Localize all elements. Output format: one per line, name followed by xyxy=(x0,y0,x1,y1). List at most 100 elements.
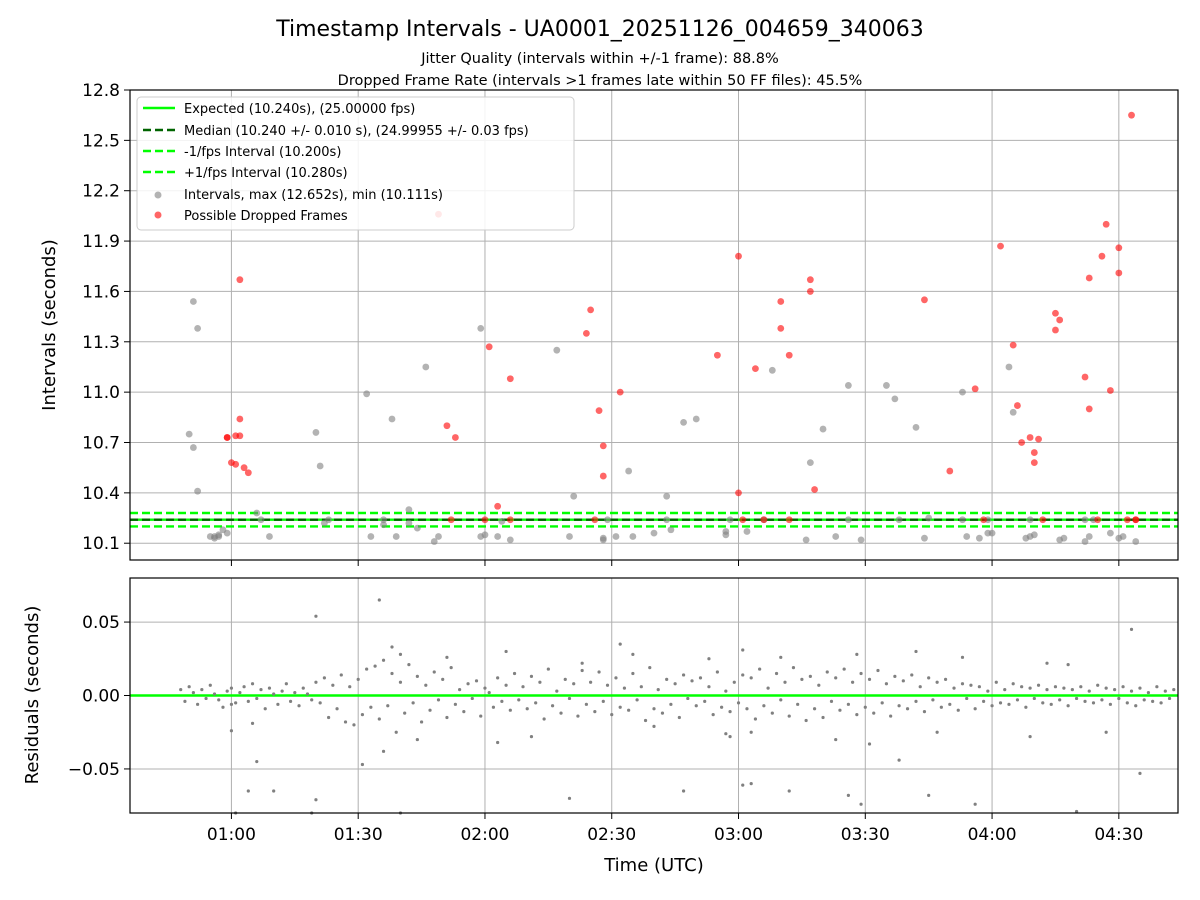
interval-point xyxy=(266,533,273,540)
interval-point xyxy=(477,324,485,332)
residual-point xyxy=(889,714,893,718)
residual-point xyxy=(825,670,829,674)
residual-point xyxy=(1032,696,1036,701)
residual-point xyxy=(529,735,534,739)
residual-point xyxy=(952,686,956,690)
residual-point xyxy=(398,652,403,656)
residual-point xyxy=(407,663,411,667)
residual-point xyxy=(779,655,783,659)
dropped-frame-point xyxy=(785,351,793,359)
residuals-y-axis-label: Residuals (seconds) xyxy=(22,606,43,785)
dropped-frame-point xyxy=(451,434,459,441)
residual-point xyxy=(377,717,381,721)
residual-point xyxy=(901,679,905,683)
residual-point xyxy=(1028,686,1032,690)
interval-point xyxy=(185,430,193,438)
residual-point xyxy=(965,696,969,701)
interval-point xyxy=(692,415,700,423)
residual-point xyxy=(272,692,276,696)
interval-point xyxy=(422,363,430,371)
residual-point xyxy=(914,699,918,703)
residual-point xyxy=(187,685,191,689)
residual-point xyxy=(360,712,365,717)
residual-point xyxy=(927,793,931,797)
residual-point xyxy=(301,686,305,690)
residual-point xyxy=(681,789,686,793)
interval-point xyxy=(1081,516,1089,524)
dropped-frame-point xyxy=(1123,516,1131,524)
residual-point xyxy=(496,740,500,745)
residual-point xyxy=(1159,701,1163,705)
residual-point xyxy=(867,742,872,746)
residual-point xyxy=(212,692,217,696)
interval-point xyxy=(413,524,421,532)
residual-point xyxy=(1058,698,1062,702)
interval-point xyxy=(1060,534,1068,542)
residual-point xyxy=(994,680,998,684)
interval-point xyxy=(553,346,561,354)
residual-point xyxy=(859,802,863,806)
residual-point xyxy=(1003,688,1007,692)
residual-point xyxy=(927,676,931,680)
residual-point xyxy=(517,698,521,702)
residual-point xyxy=(390,671,394,676)
dropped-frame-point xyxy=(232,460,240,468)
x-tick-label: 04:30 xyxy=(1094,825,1143,845)
residual-point xyxy=(1024,705,1028,709)
dropped-frame-point xyxy=(777,298,785,305)
interval-point xyxy=(604,516,611,524)
dropped-frame-point xyxy=(599,442,607,450)
residual-point xyxy=(327,715,331,720)
residual-point xyxy=(297,704,301,708)
residual-point xyxy=(681,673,686,677)
interval-point xyxy=(223,529,231,537)
residual-point xyxy=(225,689,229,693)
interval-point xyxy=(392,533,400,540)
residual-point xyxy=(918,685,922,689)
dropped-frame-point xyxy=(236,415,244,423)
residual-point xyxy=(1066,704,1070,708)
residual-point xyxy=(973,707,977,711)
interval-point xyxy=(430,538,438,545)
residual-point xyxy=(196,702,200,706)
residual-point xyxy=(314,614,318,618)
y-tick-label: 12.2 xyxy=(82,182,120,202)
residual-point xyxy=(555,689,559,693)
residual-point xyxy=(445,715,449,720)
interval-point xyxy=(367,533,375,540)
residual-point xyxy=(905,707,910,711)
dropped-frame-point xyxy=(1081,373,1089,381)
residual-point xyxy=(462,710,466,714)
interval-point xyxy=(921,534,928,542)
residual-point xyxy=(356,677,360,681)
residual-point xyxy=(470,696,474,701)
intervals-reference-lines xyxy=(130,511,1178,528)
residual-point xyxy=(1104,686,1108,690)
residual-point xyxy=(288,699,293,703)
residual-point xyxy=(762,704,766,708)
y-tick-label: 0.05 xyxy=(82,613,120,633)
dropped-frame-point xyxy=(506,516,514,524)
dropped-frame-point xyxy=(752,365,759,373)
residual-point xyxy=(724,689,728,693)
legend-box xyxy=(136,96,575,231)
dropped-frame-point xyxy=(739,516,747,524)
residual-point xyxy=(246,699,250,703)
residual-point xyxy=(660,711,665,715)
dropped-frame-point xyxy=(1128,111,1135,119)
residual-point xyxy=(960,682,965,686)
dropped-frame-point xyxy=(1102,220,1110,228)
residual-point xyxy=(610,712,614,717)
residual-point xyxy=(474,679,479,683)
residual-point xyxy=(276,702,280,706)
residual-point xyxy=(217,698,221,702)
dropped-frame-point xyxy=(236,276,244,284)
interval-point xyxy=(844,382,852,389)
residual-point xyxy=(935,680,939,684)
residual-point xyxy=(419,720,424,724)
dropped-frame-point xyxy=(1052,326,1059,334)
interval-point xyxy=(1106,529,1114,537)
residual-point xyxy=(508,708,512,712)
residual-point xyxy=(567,696,572,701)
residual-point xyxy=(284,682,288,686)
